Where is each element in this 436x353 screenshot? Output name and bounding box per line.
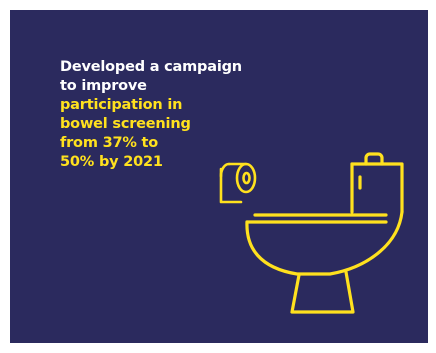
headline-line-5: from 37% to xyxy=(60,135,159,151)
campaign-headline: Developed a campaign to improve particip… xyxy=(60,58,242,172)
headline-line-3: participation in xyxy=(60,97,183,113)
headline-line-1: Developed a campaign xyxy=(60,59,242,75)
toilet-paper-icon xyxy=(219,162,257,204)
illustration xyxy=(219,152,404,314)
campaign-card: Developed a campaign to improve particip… xyxy=(10,10,428,343)
headline-line-4: bowel screening xyxy=(60,116,191,132)
headline-line-6: 50% by 2021 xyxy=(60,154,163,170)
headline-line-2: to improve xyxy=(60,78,147,94)
toilet-icon xyxy=(245,152,404,314)
